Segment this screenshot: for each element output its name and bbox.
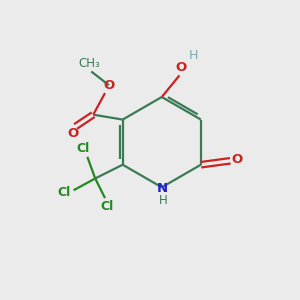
Text: Cl: Cl: [77, 142, 90, 154]
Text: Cl: Cl: [100, 200, 114, 213]
Text: Cl: Cl: [57, 186, 70, 199]
Text: O: O: [232, 153, 243, 166]
Text: N: N: [157, 182, 168, 195]
Text: O: O: [67, 127, 78, 140]
Text: O: O: [103, 79, 115, 92]
Text: H: H: [158, 194, 167, 207]
Text: CH₃: CH₃: [78, 57, 100, 70]
Text: O: O: [176, 61, 187, 74]
Text: H: H: [188, 49, 198, 62]
